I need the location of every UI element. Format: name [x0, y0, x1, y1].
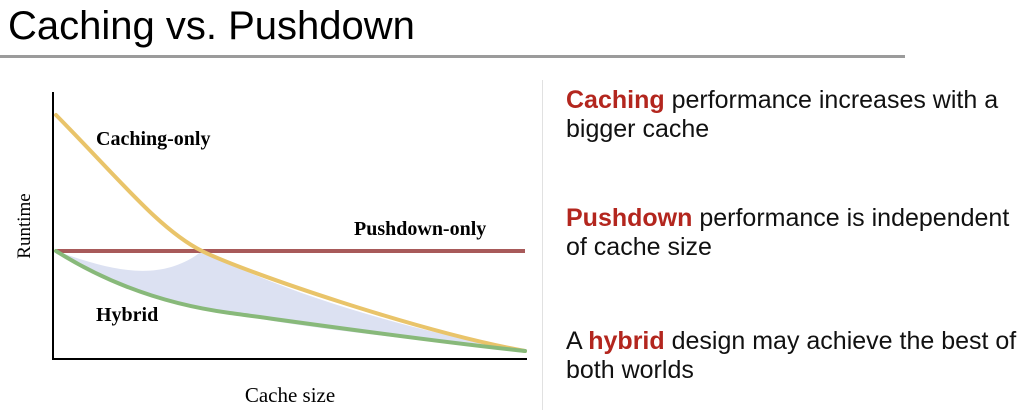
- column-divider: [542, 80, 543, 410]
- bullet-hybrid: A hybrid design may achieve the best of …: [566, 327, 1021, 385]
- bullet-hybrid-prefix: A: [566, 327, 589, 355]
- gap-shaded-region: [56, 251, 525, 351]
- caching-only-label: Caching-only: [96, 128, 210, 150]
- keyword-caching: Caching: [566, 86, 665, 114]
- bullet-hybrid-text: design may achieve the best of both worl…: [566, 327, 1017, 384]
- runtime-vs-cache-diagram: Caching-only Pushdown-only Hybrid Runtim…: [14, 92, 527, 407]
- bullet-caching-text: performance increases with a bigger cach…: [566, 86, 999, 143]
- y-axis-label: Runtime: [14, 193, 35, 258]
- slide-title: Caching vs. Pushdown: [8, 4, 415, 48]
- caching-only-curve: [54, 113, 527, 353]
- keyword-pushdown: Pushdown: [566, 204, 693, 232]
- hybrid-label: Hybrid: [96, 304, 158, 326]
- keyword-hybrid: hybrid: [588, 327, 665, 355]
- bullet-pushdown: Pushdown performance is independent of c…: [566, 204, 1021, 262]
- x-axis-label: Cache size: [245, 383, 335, 407]
- pushdown-only-label: Pushdown-only: [354, 218, 486, 240]
- title-underline: [0, 55, 905, 58]
- bullet-caching: Caching performance increases with a big…: [566, 86, 1021, 144]
- hybrid-curve: [54, 249, 527, 353]
- bullet-pushdown-text: performance is independent of cache size: [566, 204, 1010, 261]
